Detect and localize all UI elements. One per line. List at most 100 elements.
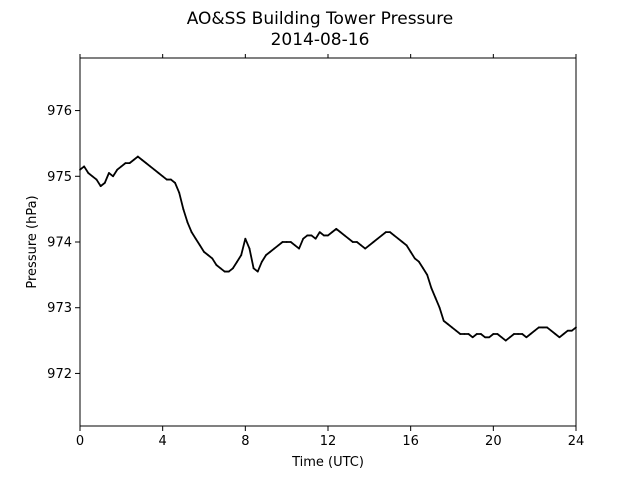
data-point [157, 172, 160, 174]
data-point [95, 178, 98, 181]
data-point [413, 257, 416, 260]
data-point [480, 333, 482, 335]
x-tick-label: 4 [159, 434, 167, 449]
plot-frame [79, 57, 577, 427]
x-tick-label: 16 [402, 434, 419, 449]
data-point [273, 247, 276, 250]
data-point [265, 254, 267, 257]
data-point [360, 244, 362, 247]
data-point [550, 329, 553, 332]
data-point [368, 244, 371, 247]
data-point [174, 181, 176, 184]
data-point [256, 270, 259, 273]
y-axis-label: Pressure (hPa) [25, 195, 40, 288]
data-point [310, 234, 313, 237]
data-point [112, 175, 114, 178]
data-point [322, 234, 325, 237]
data-point [521, 333, 524, 335]
data-point [380, 234, 383, 237]
data-point [463, 333, 466, 335]
data-point [124, 162, 127, 165]
data-point [409, 250, 412, 253]
data-point [306, 234, 309, 237]
data-point [281, 241, 284, 243]
data-point [165, 178, 168, 181]
data-point [488, 336, 491, 339]
pressure-series-line [79, 155, 577, 342]
data-point [289, 241, 292, 243]
data-point [294, 244, 296, 247]
data-point [83, 165, 86, 168]
data-point [161, 175, 164, 178]
data-point [314, 237, 317, 240]
data-point [170, 178, 172, 181]
data-point [393, 234, 396, 237]
data-point [240, 254, 243, 257]
plot-area: 0 4 8 12 16 20 24 972 973 974 975 976 [47, 54, 584, 449]
data-point [269, 250, 272, 253]
data-point [198, 244, 201, 247]
y-tick-label: 975 [47, 170, 72, 185]
data-point [529, 333, 532, 335]
data-point [546, 326, 548, 329]
data-point [570, 329, 573, 332]
data-point [430, 287, 433, 289]
chart-title: AO&SS Building Tower Pressure [187, 9, 454, 29]
x-tick-label: 24 [568, 434, 585, 449]
data-point [405, 244, 408, 247]
data-point [418, 260, 420, 263]
data-point [227, 270, 230, 273]
y-tick-label: 972 [47, 367, 72, 382]
data-point [459, 333, 462, 335]
data-point [153, 168, 156, 171]
data-point [285, 241, 288, 243]
x-axis-label: Time (UTC) [291, 455, 364, 470]
data-point [343, 234, 346, 237]
data-point [219, 267, 222, 270]
y-axis: 972 973 974 975 976 [47, 104, 80, 382]
data-point [347, 237, 350, 240]
data-point [558, 336, 561, 339]
data-point [120, 165, 123, 168]
data-point [182, 208, 185, 211]
data-point [504, 339, 507, 342]
data-point [136, 155, 139, 158]
data-point [244, 237, 247, 240]
data-point [542, 326, 544, 329]
data-point [211, 257, 214, 260]
data-point [475, 333, 478, 335]
data-point [91, 175, 94, 178]
data-point [149, 165, 152, 168]
chart-subtitle: 2014-08-16 [271, 30, 370, 50]
x-tick-label: 12 [320, 434, 337, 449]
x-axis: 0 4 8 12 16 20 24 [76, 54, 584, 449]
data-point [331, 231, 334, 234]
data-point [215, 264, 218, 266]
data-point [451, 326, 453, 329]
data-point [492, 333, 495, 335]
data-point [186, 221, 189, 224]
data-point [302, 237, 305, 240]
data-point [471, 336, 474, 339]
data-point [537, 326, 540, 329]
y-tick-label: 973 [47, 301, 72, 316]
data-point [566, 329, 569, 332]
data-point [384, 231, 387, 234]
data-point [446, 323, 449, 326]
data-point [467, 333, 470, 335]
data-point [513, 333, 515, 335]
data-point [434, 296, 437, 299]
data-point [190, 231, 193, 234]
x-tick-label: 20 [485, 434, 502, 449]
data-point [484, 336, 486, 339]
data-point [277, 244, 280, 247]
data-point [327, 234, 329, 237]
data-point [525, 336, 528, 339]
data-point [389, 231, 391, 234]
data-point [207, 254, 210, 257]
data-point [562, 333, 565, 335]
y-tick-label: 974 [47, 236, 72, 251]
data-point [533, 329, 536, 332]
data-point [79, 168, 81, 171]
data-point [236, 260, 238, 263]
